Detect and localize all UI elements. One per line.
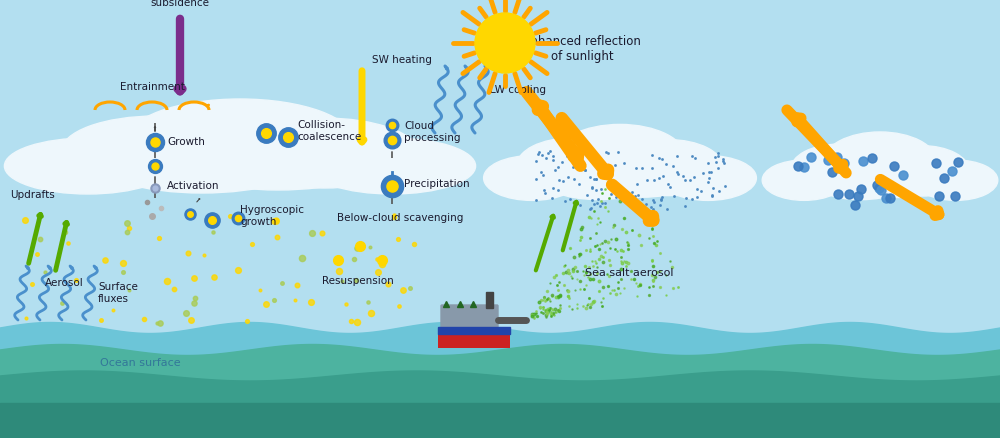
Bar [438,327,510,334]
Bar [776,170,985,193]
Ellipse shape [914,160,998,200]
Circle shape [475,13,535,73]
Ellipse shape [484,155,580,201]
Ellipse shape [229,118,419,188]
Text: Updrafts: Updrafts [10,190,55,200]
Text: Growth: Growth [167,137,205,147]
Text: Below-cloud scavenging: Below-cloud scavenging [337,213,463,223]
Ellipse shape [61,116,251,186]
Text: Enhanced reflection
of sunlight: Enhanced reflection of sunlight [523,35,641,63]
Text: Large-scale
subsidence: Large-scale subsidence [150,0,210,8]
Ellipse shape [517,138,627,194]
Ellipse shape [554,124,686,191]
Text: Surface
fluxes: Surface fluxes [98,282,138,304]
Ellipse shape [808,154,914,200]
Text: Activation: Activation [167,181,220,191]
Text: Aerosol: Aerosol [45,278,84,288]
Ellipse shape [791,144,886,194]
Ellipse shape [536,148,660,200]
Text: Precipitation: Precipitation [404,179,470,189]
Text: Resuspension: Resuspension [322,276,394,286]
Ellipse shape [96,129,308,193]
Ellipse shape [126,99,354,183]
Text: Entrainment: Entrainment [120,82,184,92]
Ellipse shape [308,138,476,194]
FancyBboxPatch shape [441,305,498,329]
Text: LW cooling: LW cooling [490,85,546,95]
Text: Cloud
processing: Cloud processing [404,121,460,143]
Text: Hygroscopic
growth: Hygroscopic growth [240,205,304,227]
Ellipse shape [846,152,952,198]
Text: Ocean surface: Ocean surface [100,358,181,368]
Bar [486,292,493,308]
Bar [438,330,510,348]
Ellipse shape [823,132,937,192]
Text: Collision-
coalescence: Collision- coalescence [297,120,361,142]
Ellipse shape [660,155,756,201]
Ellipse shape [762,160,846,200]
Ellipse shape [874,146,969,196]
Ellipse shape [4,138,172,194]
Ellipse shape [580,146,704,197]
Bar [31,152,449,184]
Text: Sea salt aerosol: Sea salt aerosol [585,268,674,278]
Bar [499,167,741,192]
Text: SW heating: SW heating [372,55,432,65]
Ellipse shape [613,140,723,196]
Ellipse shape [172,126,384,190]
